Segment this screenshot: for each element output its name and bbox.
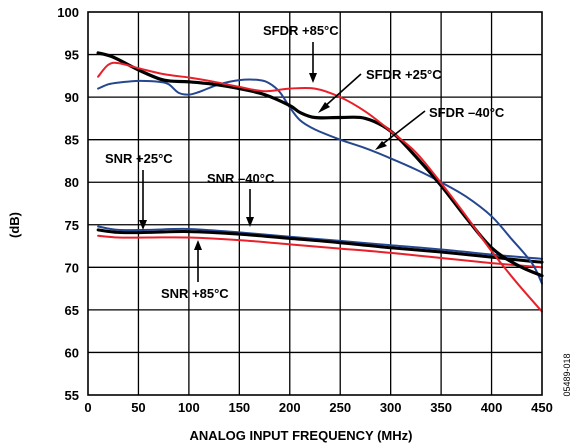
y-tick-label: 95 xyxy=(65,48,79,63)
x-tick-label: 350 xyxy=(430,400,452,415)
x-tick-label: 200 xyxy=(279,400,301,415)
plot-frame xyxy=(87,11,543,396)
x-axis-label: ANALOG INPUT FREQUENCY (MHz) xyxy=(190,428,413,443)
x-tick-label: 100 xyxy=(178,400,200,415)
y-tick-label: 70 xyxy=(65,260,79,275)
arrow-sfdr-40c xyxy=(379,110,426,147)
annotation-snr-40c: SNR –40°C xyxy=(207,171,275,186)
y-axis-label: (dB) xyxy=(7,212,22,238)
annotation-sfdr-25c: SFDR +25°C xyxy=(366,67,442,82)
arrowhead-sfdr-40c xyxy=(375,141,387,150)
annotation-sfdr-40c: SFDR –40°C xyxy=(429,105,505,120)
arrowhead-snr-40c xyxy=(246,217,254,227)
annotation-sfdr-85c: SFDR +85°C xyxy=(263,23,339,38)
y-tick-label: 90 xyxy=(65,90,79,105)
arrowhead-sfdr-25c xyxy=(318,102,330,113)
series-line-sfdr-40-c xyxy=(97,78,543,285)
annotation-arrows xyxy=(139,42,426,282)
grid xyxy=(88,12,542,395)
y-tick-label: 65 xyxy=(65,303,79,318)
x-tick-label: 450 xyxy=(531,400,553,415)
y-tick-label: 85 xyxy=(65,133,79,148)
x-tick-label: 50 xyxy=(131,400,145,415)
series-line-sfdr-85-c xyxy=(97,61,543,313)
arrowhead-snr-25c xyxy=(139,220,147,230)
annotation-snr-25c: SNR +25°C xyxy=(105,151,173,166)
arrowhead-sfdr-85c xyxy=(309,73,317,83)
y-tick-label: 80 xyxy=(65,175,79,190)
x-tick-label: 300 xyxy=(380,400,402,415)
figure-id: 05489-018 xyxy=(562,353,572,396)
annotation-snr-85c: SNR +85°C xyxy=(161,286,229,301)
arrowhead-snr-85c xyxy=(194,240,202,250)
x-tick-label: 150 xyxy=(228,400,250,415)
tick-labels: 0 50 100 150 200 250 300 350 400 450 55 60 65 70 75 80 8… xyxy=(57,5,553,415)
x-tick-label: 0 xyxy=(84,400,91,415)
arrow-sfdr-25c xyxy=(322,73,362,109)
y-tick-label: 60 xyxy=(65,345,79,360)
x-tick-label: 400 xyxy=(481,400,503,415)
series-line-sfdr-25-c xyxy=(96,51,544,278)
x-tick-label: 250 xyxy=(329,400,351,415)
y-tick-label: 55 xyxy=(65,388,79,403)
series-layer xyxy=(96,51,544,313)
series-line-snr-85-c xyxy=(97,234,543,269)
y-tick-label: 75 xyxy=(65,218,79,233)
y-tick-label: 100 xyxy=(57,5,79,20)
